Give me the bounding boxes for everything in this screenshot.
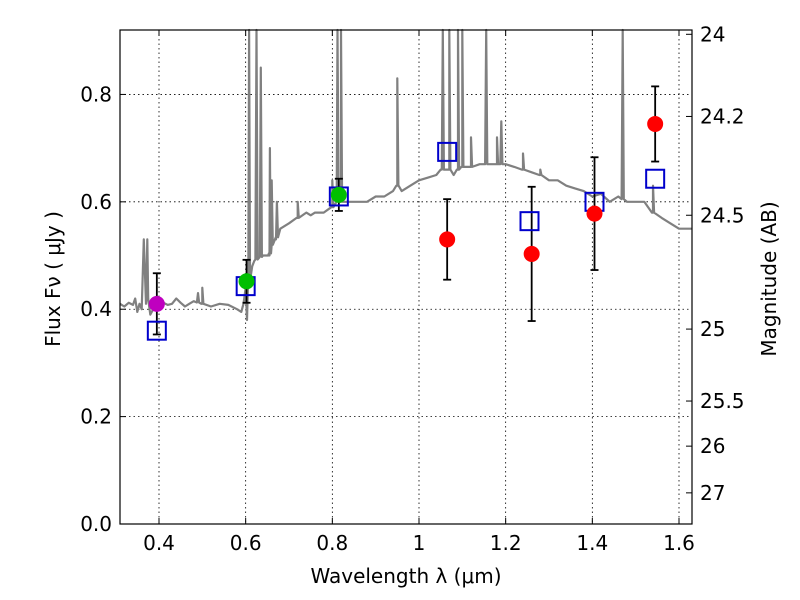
y-axis-label: Flux Fν ( μJy )	[41, 211, 65, 347]
x-tick-label: 1.6	[663, 531, 695, 555]
x-tick-label: 1	[413, 531, 426, 555]
observed-point	[330, 186, 347, 203]
x-tick-label: 1.4	[576, 531, 608, 555]
model-square	[437, 141, 458, 162]
error-bars	[152, 85, 660, 336]
grid-lines	[120, 30, 692, 525]
x-tick-label: 0.4	[143, 531, 175, 555]
model-square	[645, 168, 666, 189]
right-tick-label: 24.5	[700, 203, 745, 227]
right-tick-label: 24.2	[700, 104, 745, 128]
observed-point	[586, 205, 603, 222]
model-square	[146, 320, 167, 341]
data-points	[146, 115, 666, 341]
observed-point	[523, 245, 540, 262]
x-tick-label: 1.2	[490, 531, 522, 555]
y-tick-label: 0.6	[80, 190, 112, 214]
observed-point	[647, 115, 664, 132]
observed-point	[148, 295, 165, 312]
y-tick-label: 0.0	[80, 512, 112, 536]
y-tick-label: 0.4	[80, 297, 112, 321]
model-square	[519, 211, 540, 232]
x-tick-label: 0.6	[230, 531, 262, 555]
right-tick-label: 24	[700, 22, 725, 46]
right-tick-label: 25	[700, 317, 725, 341]
x-tick-label: 0.8	[316, 531, 348, 555]
axis-ticks: 0.4 0.6 0.8 1 1.2 1.4 1.6 0.0 0.2 0.4 0.6 0.8 24 24.2…	[80, 22, 744, 555]
right-axis-label: Magnitude (AB)	[757, 201, 781, 356]
right-tick-label: 27	[700, 481, 725, 505]
spectrum-line	[119, 28, 692, 322]
x-axis-label: Wavelength λ (μm)	[310, 564, 501, 588]
spectrum-layer	[119, 28, 692, 322]
right-tick-label: 25.5	[700, 389, 745, 413]
observed-point	[238, 273, 255, 290]
plot-frame	[119, 29, 693, 525]
y-tick-label: 0.8	[80, 82, 112, 106]
observed-point	[439, 231, 456, 248]
right-tick-label: 26	[700, 434, 725, 458]
y-tick-label: 0.2	[80, 405, 112, 429]
